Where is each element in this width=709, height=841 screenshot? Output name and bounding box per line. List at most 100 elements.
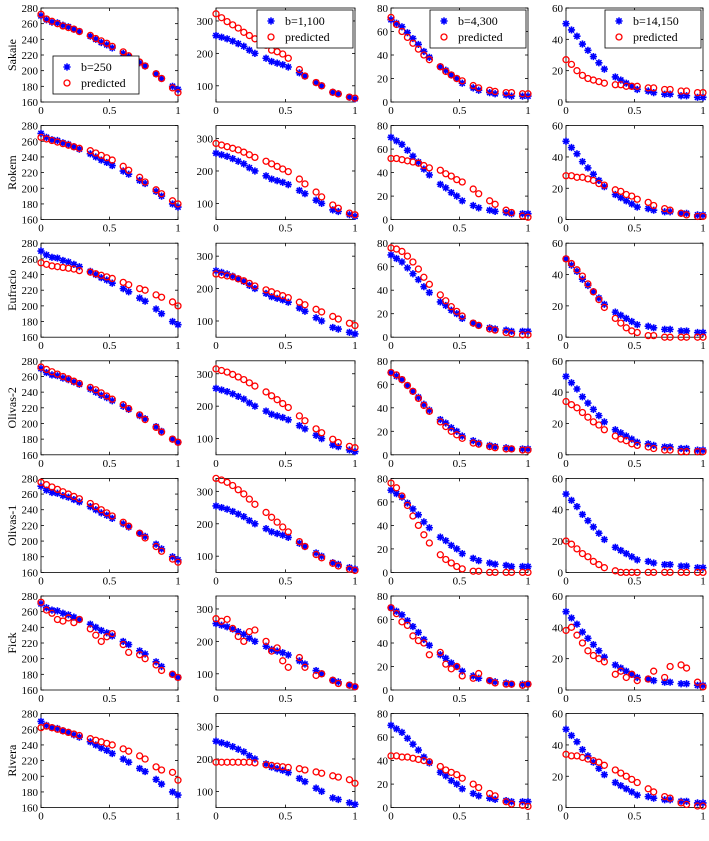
predicted-point (414, 521, 423, 530)
measured-point (469, 319, 477, 327)
x-tick-label: 1 (352, 223, 358, 235)
predicted-point (595, 560, 603, 569)
predicted-point (351, 321, 359, 330)
predicted-point (589, 288, 598, 296)
predicted-point (97, 637, 105, 646)
y-tick-label: 220 (22, 756, 39, 768)
measured-point (86, 267, 94, 275)
measured-point (518, 92, 527, 100)
panel: 100 200 300 0 0.5 1 (197, 713, 359, 823)
predicted-point (475, 567, 483, 575)
x-tick-label: 0 (213, 693, 219, 705)
predicted-point (97, 506, 105, 514)
measured-point (345, 328, 354, 336)
legend-predicted-marker (267, 33, 275, 41)
predicted-point (351, 566, 359, 575)
predicted-point (524, 680, 532, 688)
measured-point (475, 439, 483, 447)
y-tick-label: 40 (552, 270, 564, 282)
measured-point (92, 270, 100, 279)
predicted-point (229, 21, 237, 29)
measured-point (486, 206, 494, 214)
predicted-point (317, 769, 326, 777)
panel: 0 20 40 60 80 0 0.5 1 (377, 356, 532, 470)
predicted-point (70, 618, 78, 627)
measured-point (524, 92, 532, 100)
predicted-point (141, 755, 149, 763)
predicted-point (212, 10, 220, 18)
x-tick-label: 1 (700, 575, 706, 587)
y-tick-label: 160 (22, 685, 39, 697)
measured-point (53, 607, 62, 615)
y-tick-label: 0 (383, 215, 389, 227)
measured-point (562, 20, 570, 28)
x-tick-label: 0.5 (279, 811, 293, 823)
measured-point (312, 784, 320, 792)
predicted-point (168, 298, 177, 306)
x-tick-label: 1 (175, 223, 181, 235)
measured-point (279, 649, 287, 657)
measured-point (284, 533, 292, 541)
measured-point (217, 33, 226, 41)
measured-point (75, 615, 83, 624)
measured-point (279, 296, 287, 304)
y-tick-label: 80 (377, 238, 389, 250)
measured-point (59, 139, 67, 147)
measured-point (152, 70, 160, 78)
x-tick-label: 0 (388, 105, 394, 117)
predicted-point (92, 631, 100, 639)
predicted-point (524, 213, 532, 221)
predicted-point (622, 673, 630, 682)
y-tick-label: 200 (22, 183, 39, 195)
measured-point (682, 680, 691, 688)
predicted-point (507, 568, 516, 577)
y-tick-label: 100 (197, 198, 214, 210)
measured-point (351, 330, 359, 338)
measured-point (644, 793, 652, 801)
measured-point (666, 796, 674, 804)
predicted-point (334, 562, 342, 570)
measured-point (387, 133, 395, 141)
panel: 160 180 200 220 240 260 280 0 0.5 1 b=250 predicted (22, 3, 182, 117)
y-tick-label: 60 (552, 473, 564, 485)
predicted-point (75, 731, 84, 740)
measured-point (240, 160, 248, 168)
measured-point (469, 201, 477, 210)
x-tick-label: 0.5 (628, 105, 642, 117)
predicted-point (420, 531, 428, 539)
measured-point (589, 170, 597, 178)
measured-point (398, 728, 406, 736)
measured-point (262, 642, 270, 650)
y-tick-label: 20 (552, 418, 564, 430)
y-tick-label: 300 (197, 134, 214, 146)
predicted-point (507, 445, 516, 453)
measured-point (251, 520, 259, 528)
y-tick-label: 200 (197, 636, 214, 648)
predicted-point (240, 375, 248, 384)
measured-point (584, 164, 592, 172)
predicted-point (403, 501, 412, 510)
y-tick-label: 40 (377, 756, 389, 768)
predicted-point (507, 330, 516, 338)
x-tick-label: 0 (213, 340, 219, 352)
predicted-point (141, 62, 149, 70)
measured-point (414, 158, 422, 166)
measured-point (86, 385, 94, 393)
measured-point (334, 443, 342, 451)
x-tick-label: 0 (563, 105, 569, 117)
panel: 0 20 40 60 80 0 0.5 1 (377, 709, 532, 823)
measured-point (628, 670, 636, 678)
measured-point (628, 435, 636, 443)
predicted-point (633, 82, 641, 90)
predicted-point (295, 65, 304, 74)
measured-point (97, 744, 105, 752)
predicted-point (447, 302, 455, 311)
predicted-point (125, 404, 133, 413)
y-tick-label: 200 (197, 401, 214, 413)
measured-point (661, 325, 669, 333)
measured-point (578, 746, 587, 754)
measured-point (223, 270, 231, 278)
predicted-point (267, 392, 276, 400)
measured-point (301, 72, 309, 80)
